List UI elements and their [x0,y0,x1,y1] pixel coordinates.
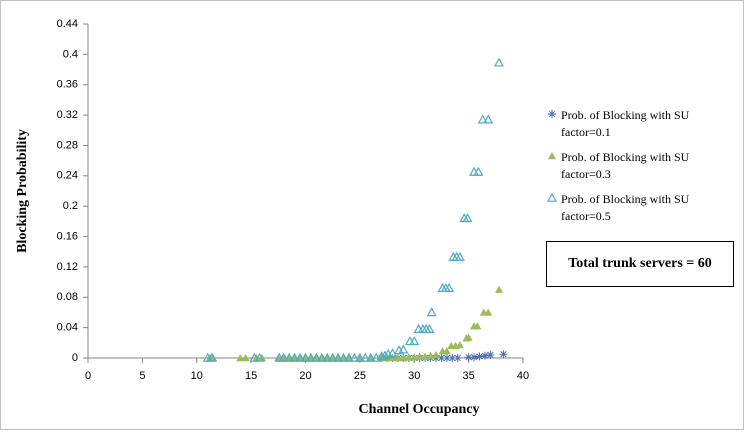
data-point [421,352,430,360]
x-tick-label: 15 [245,370,257,382]
data-point [475,352,484,361]
data-point [284,352,295,362]
data-point [365,352,376,362]
legend-marker [547,193,557,202]
legend-item: Prob. of Blocking with SU factor=0.3 [547,149,717,183]
annotation-box: Total trunk servers = 60 [546,241,734,287]
y-tick-label: 0.12 [57,261,78,273]
data-point [454,251,465,261]
y-tick-label: 0.04 [57,322,78,334]
data-point [278,352,289,362]
data-point [442,347,451,355]
x-axis-title: Channel Occupancy [359,402,480,417]
data-point [473,322,482,330]
y-tick-label: 0.32 [57,109,78,121]
data-point [462,213,473,223]
data-point [311,352,322,362]
data-point [322,352,333,362]
data-point [360,352,371,362]
data-point [338,352,349,362]
legend-label: Prob. of Blocking with SU factor=0.1 [561,108,690,139]
y-tick-label: 0.24 [57,170,78,182]
y-tick-label: 0.28 [57,139,78,151]
data-point [432,350,440,359]
legend-item: Prob. of Blocking with SU factor=0.1 [547,107,717,141]
data-point [473,166,484,176]
data-point [455,341,464,349]
data-point [404,353,413,361]
x-tick-label: 35 [463,370,475,382]
data-point [327,352,338,362]
y-tick-label: 0.08 [57,291,78,303]
y-tick-label: 0.44 [57,18,78,30]
data-point [426,351,435,359]
x-tick-label: 30 [408,370,420,382]
data-point [398,344,409,354]
data-point [483,114,494,124]
data-point [379,350,390,360]
data-point [393,354,402,362]
data-point [316,352,327,362]
data-point [495,285,504,293]
legend-symbol [548,152,556,160]
data-point [442,354,451,362]
legend-item: Prob. of Blocking with SU factor=0.5 [547,191,717,225]
data-point [437,354,446,362]
data-point [444,282,455,292]
y-axis-title: Blocking Probability [15,129,30,253]
y-tick-label: 0.36 [57,79,78,91]
data-point [300,352,311,362]
legend-symbol [548,110,556,118]
x-tick-label: 40 [517,370,529,382]
data-point [249,352,260,362]
x-tick-label: 10 [191,370,203,382]
data-point [254,352,265,362]
data-point [415,352,424,360]
data-point [448,354,457,362]
data-point [387,348,398,358]
data-point [424,323,435,333]
data-point [477,114,488,124]
data-point [480,351,489,360]
data-point [399,354,408,362]
data-point [484,308,493,316]
legend-label: Prob. of Blocking with SU factor=0.3 [561,150,690,181]
data-point [410,353,419,361]
data-point [343,352,355,362]
data-point [295,352,306,362]
data-point [409,336,420,346]
data-point [464,333,473,341]
x-tick-label: 25 [354,370,366,382]
data-point [354,352,365,362]
data-point [426,307,437,317]
y-tick-label: 0.16 [57,230,78,242]
data-point [333,352,344,362]
data-point [241,354,250,362]
legend: Prob. of Blocking with SU factor=0.1 Prob… [547,107,717,233]
legend-marker [548,110,556,118]
data-point [470,353,479,362]
data-point [289,352,300,362]
y-tick-label: 0.2 [63,200,78,212]
data-point [486,350,495,359]
data-point [453,354,462,362]
x-tick-label: 20 [299,370,311,382]
data-point [499,350,508,359]
y-tick-label: 0.4 [63,48,78,60]
legend-marker [548,152,556,160]
data-point [376,351,387,361]
data-point [236,354,245,362]
x-tick-label: 5 [139,370,145,382]
legend-label: Prob. of Blocking with SU factor=0.5 [561,192,690,223]
data-point [305,352,316,362]
x-tick-label: 0 [85,370,91,382]
data-point [494,57,505,67]
data-point [464,353,473,362]
data-point [349,352,360,362]
data-point [206,352,217,362]
y-tick-label: 0 [72,352,78,364]
legend-symbol [547,193,557,202]
